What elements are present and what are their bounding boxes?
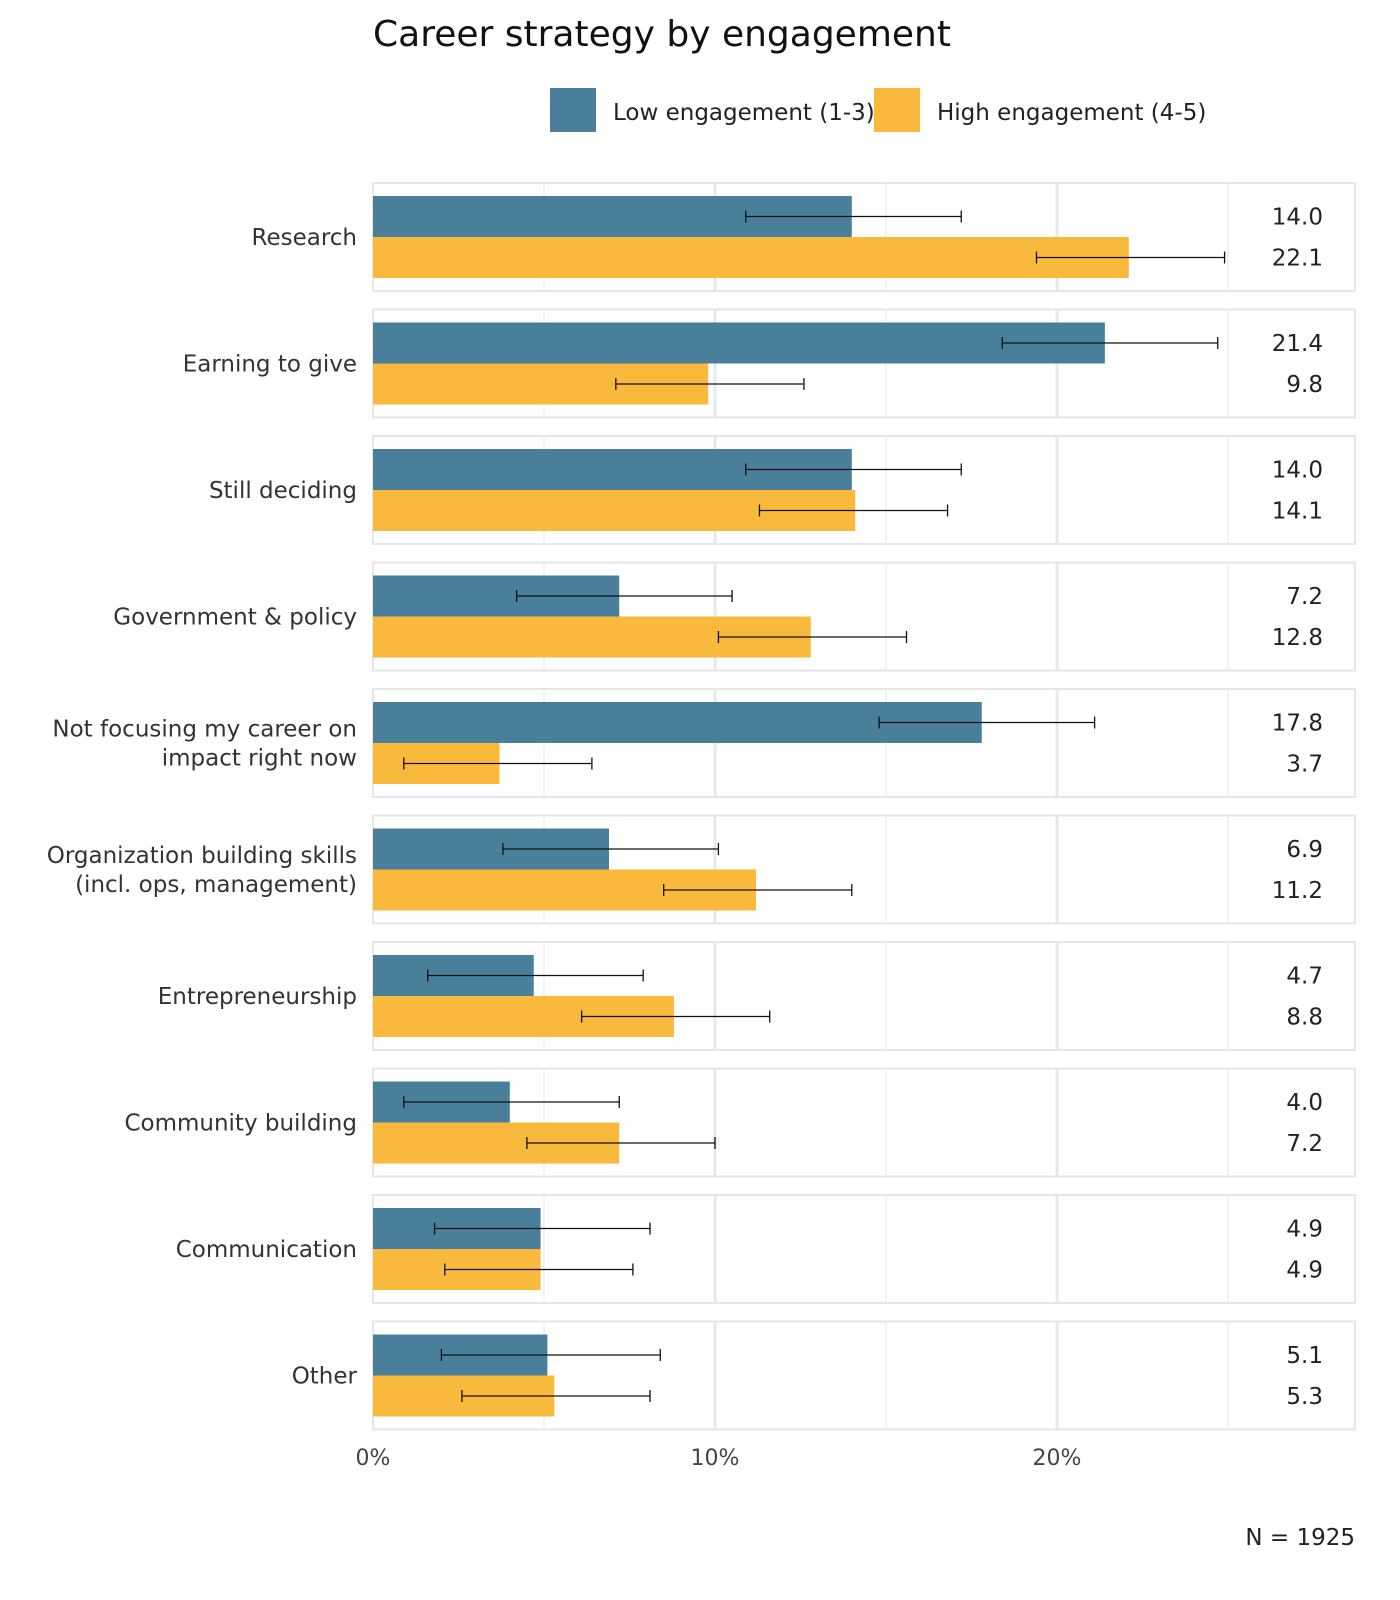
x-tick-label: 10% [691, 1446, 740, 1471]
data-label: 14.1 [1272, 499, 1323, 525]
legend-swatch-low [550, 88, 596, 132]
data-label: 21.4 [1272, 331, 1323, 357]
x-tick-label: 0% [356, 1446, 391, 1471]
legend-label-high: High engagement (4-5) [937, 100, 1206, 126]
data-label: 17.8 [1272, 711, 1323, 737]
data-label: 14.0 [1272, 458, 1323, 484]
category-label: Community building [124, 1111, 357, 1137]
data-label: 5.1 [1286, 1343, 1323, 1369]
bar-low-engagement [373, 322, 1105, 364]
data-label: 22.1 [1272, 246, 1323, 272]
legend-swatch-high [874, 88, 920, 132]
category-label: Organization building skills [47, 843, 357, 869]
sample-size-note: N = 1925 [1245, 1525, 1355, 1551]
category-label: Communication [176, 1237, 357, 1263]
category-label: Entrepreneurship [158, 984, 357, 1010]
bar-high-engagement [373, 237, 1129, 278]
data-label: 6.9 [1286, 837, 1323, 863]
data-label: 8.8 [1286, 1005, 1323, 1031]
data-label: 5.3 [1286, 1384, 1323, 1410]
data-label: 7.2 [1286, 1131, 1323, 1157]
data-label: 7.2 [1286, 584, 1323, 610]
x-tick-label: 20% [1033, 1446, 1082, 1471]
data-label: 12.8 [1272, 625, 1323, 651]
category-label: Earning to give [183, 352, 357, 378]
chart-title: Career strategy by engagement [373, 14, 951, 55]
data-label: 4.9 [1286, 1217, 1323, 1243]
legend-label-low: Low engagement (1-3) [613, 100, 875, 126]
data-label: 9.8 [1286, 372, 1323, 398]
category-label: (incl. ops, management) [75, 872, 357, 898]
data-label: 4.7 [1286, 964, 1323, 990]
category-label: Government & policy [113, 605, 357, 631]
data-label: 4.9 [1286, 1258, 1323, 1284]
data-label: 4.0 [1286, 1090, 1323, 1116]
data-label: 11.2 [1272, 878, 1323, 904]
data-label: 14.0 [1272, 205, 1323, 231]
category-label: Still deciding [209, 478, 357, 504]
category-label: Not focusing my career on [52, 717, 357, 743]
category-label: Other [292, 1364, 358, 1390]
category-label: Research [252, 225, 358, 251]
category-label: impact right now [162, 746, 357, 772]
data-label: 3.7 [1286, 752, 1323, 778]
